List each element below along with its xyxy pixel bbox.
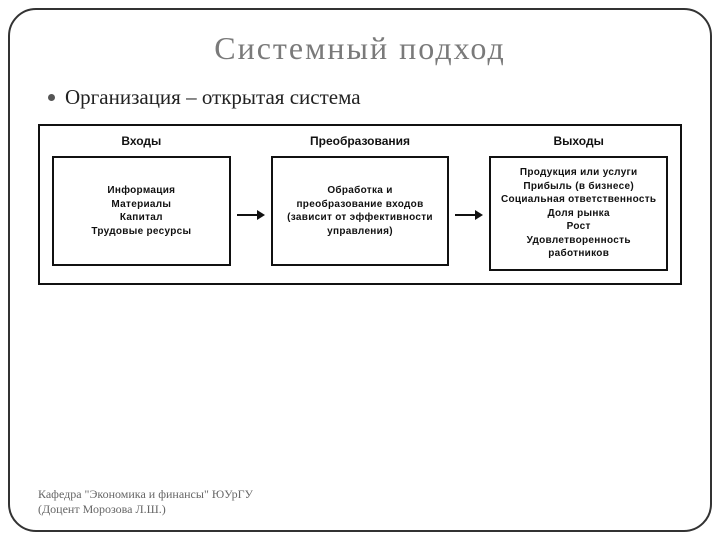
diagram-container: Входы Информация Материалы Капитал Трудо… [38,124,682,285]
arrow-right-icon [237,207,265,223]
diagram-node-inputs: Входы Информация Материалы Капитал Трудо… [52,134,231,271]
arrow-right-icon [455,207,483,223]
node-line: Рост [567,220,591,234]
slide-frame: Системный подход Организация – открытая … [8,8,712,532]
node-header: Входы [121,134,161,148]
bullet-dot-icon [48,94,55,101]
node-box: Информация Материалы Капитал Трудовые ре… [52,156,231,266]
diagram-node-transforms: Преобразования Обработка и преобразовани… [271,134,450,271]
node-box: Обработка и преобразование входов (завис… [271,156,450,266]
diagram-node-outputs: Выходы Продукция или услуги Прибыль (в б… [489,134,668,271]
slide-footer: Кафедра "Экономика и финансы" ЮУрГУ (Доц… [38,487,682,518]
node-header: Преобразования [310,134,410,148]
node-box: Продукция или услуги Прибыль (в бизнесе)… [489,156,668,271]
node-line: Продукция или услуги [520,166,638,180]
footer-line-1: Кафедра "Экономика и финансы" ЮУрГУ [38,487,682,503]
node-header: Выходы [554,134,604,148]
node-line: Обработка и [327,184,392,198]
node-line: Удовлетворенность [527,234,631,248]
node-line: (зависит от эффективности [287,211,433,225]
node-line: Доля рынка [548,207,610,221]
bullet-row: Организация – открытая система [48,85,682,110]
node-line: Прибыль (в бизнесе) [523,180,634,194]
node-line: преобразование входов [296,198,423,212]
slide-title: Системный подход [38,30,682,67]
arrow-1 [237,134,265,271]
node-line: Материалы [111,198,171,212]
node-line: управления) [327,225,393,239]
arrow-2 [455,134,483,271]
node-line: работников [548,247,609,261]
node-line: Трудовые ресурсы [91,225,191,239]
bullet-text: Организация – открытая система [65,85,361,110]
footer-line-2: (Доцент Морозова Л.Ш.) [38,502,682,518]
node-line: Социальная ответственность [501,193,656,207]
node-line: Капитал [120,211,163,225]
node-line: Информация [107,184,175,198]
